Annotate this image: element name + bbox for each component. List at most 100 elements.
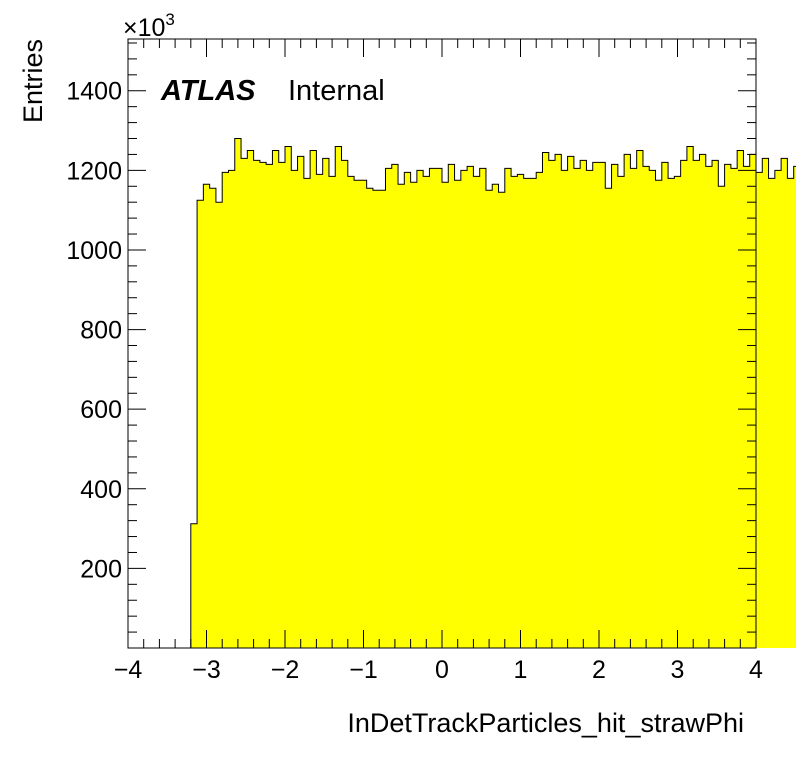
histogram-bin	[680, 160, 688, 648]
histogram-bin	[404, 172, 411, 648]
axis-ticks	[127, 39, 757, 648]
histogram-bin	[686, 146, 694, 648]
histogram-bin	[398, 184, 405, 649]
histogram-bin	[605, 188, 612, 648]
histogram-bin	[561, 170, 568, 648]
x-tick-label: 2	[592, 656, 606, 684]
x-tick-label: 3	[671, 656, 685, 684]
histogram-bin	[492, 184, 499, 649]
histogram-bin	[460, 170, 468, 648]
histogram-bin	[354, 180, 361, 648]
y-tick-label: 1000	[66, 237, 122, 265]
histogram-bin	[624, 154, 631, 648]
x-axis-title: InDetTrackParticles_hit_strawPhi	[347, 708, 744, 738]
histogram-bin	[504, 168, 512, 649]
atlas-label: ATLAS	[160, 75, 256, 107]
x-tick-label: 4	[749, 656, 763, 684]
histogram-bin	[209, 188, 217, 648]
histogram-bin	[793, 166, 796, 648]
histogram-bin	[215, 202, 223, 648]
histogram-bin	[536, 172, 543, 648]
histogram-bin	[285, 146, 292, 648]
histogram-bin	[335, 146, 342, 648]
x-tick-label: 0	[435, 656, 449, 684]
histogram-bin	[592, 162, 600, 648]
histogram-bin	[435, 168, 443, 649]
histogram-bin	[542, 152, 550, 649]
x-tick-label: 1	[514, 656, 528, 684]
histogram-bin	[303, 178, 311, 648]
histogram-bin	[448, 164, 455, 648]
histogram-bin	[366, 188, 374, 648]
histogram-bin	[693, 160, 700, 648]
histogram-bin	[768, 178, 776, 648]
histogram-bin	[222, 172, 229, 648]
histogram-bin	[266, 164, 273, 648]
histogram-bin	[774, 170, 782, 648]
histogram-bin	[341, 160, 349, 648]
histogram-bin	[529, 178, 537, 648]
histogram-bin	[372, 190, 380, 649]
histogram-bin	[347, 176, 355, 648]
y-tick-label: 800	[80, 317, 122, 345]
histogram-bin	[699, 154, 707, 648]
histogram-bin	[479, 168, 487, 649]
histogram-bin	[360, 180, 367, 648]
histogram-bin	[586, 170, 594, 648]
histogram-bin	[310, 150, 317, 648]
histogram-bin	[291, 170, 298, 648]
y-tick-label: 1200	[66, 157, 122, 185]
histogram-bin	[730, 168, 738, 649]
histogram-bin	[454, 180, 462, 648]
histogram-outline	[190, 138, 796, 648]
histogram-bin	[712, 160, 719, 648]
histogram-bin	[573, 168, 581, 649]
histogram-bin	[756, 172, 763, 648]
histogram-bin	[517, 174, 524, 649]
y-tick-label: 200	[80, 555, 122, 583]
histogram-bars	[190, 138, 796, 649]
histogram-bin	[385, 168, 393, 649]
histogram-bin	[241, 158, 248, 649]
histogram-bin	[523, 178, 531, 648]
histogram-bin	[705, 166, 713, 648]
histogram-bin	[416, 170, 424, 648]
histogram-bin	[762, 158, 769, 649]
histogram-bin	[247, 150, 254, 648]
histogram-bin	[278, 162, 286, 648]
x-tick-label: −4	[114, 656, 143, 684]
histogram-bin	[642, 166, 650, 648]
y-axis-title: Entries	[18, 39, 48, 123]
histogram-bin	[429, 168, 437, 649]
histogram-bin	[467, 166, 474, 648]
histogram-bin	[611, 164, 619, 648]
histogram-bin	[674, 176, 681, 648]
histogram-bin	[410, 182, 418, 648]
histogram-bin	[737, 150, 744, 648]
y-axis-multiplier: ×103	[123, 10, 175, 42]
histogram-bin	[473, 176, 480, 648]
histogram-bin	[316, 174, 323, 649]
histogram-bin	[668, 178, 675, 648]
histogram-bin	[297, 156, 305, 648]
histogram-bin	[322, 158, 330, 649]
histogram-bin	[617, 176, 625, 648]
histogram-bin	[580, 160, 587, 648]
histogram-bin	[636, 150, 644, 648]
y-axis-multiplier-base: ×10	[123, 14, 165, 42]
histogram-bin	[743, 166, 751, 648]
histogram-bin	[661, 162, 669, 648]
y-axis-multiplier-exponent: 3	[165, 10, 174, 29]
histogram-bin	[328, 176, 336, 648]
y-tick-label: 400	[80, 476, 122, 504]
histogram-bin	[190, 523, 198, 648]
histogram-bin	[498, 192, 506, 648]
histogram-bin	[781, 158, 788, 649]
axis-tick-labels: −4 −3 −2 −1 0 1 2 3 4 200 400 600 800 1000 1200 1400	[66, 78, 763, 684]
histogram-bin	[272, 150, 280, 648]
histogram-bin	[485, 190, 493, 649]
histogram-bin	[442, 182, 449, 648]
x-tick-label: −2	[271, 656, 300, 684]
histogram-bin	[391, 164, 399, 648]
